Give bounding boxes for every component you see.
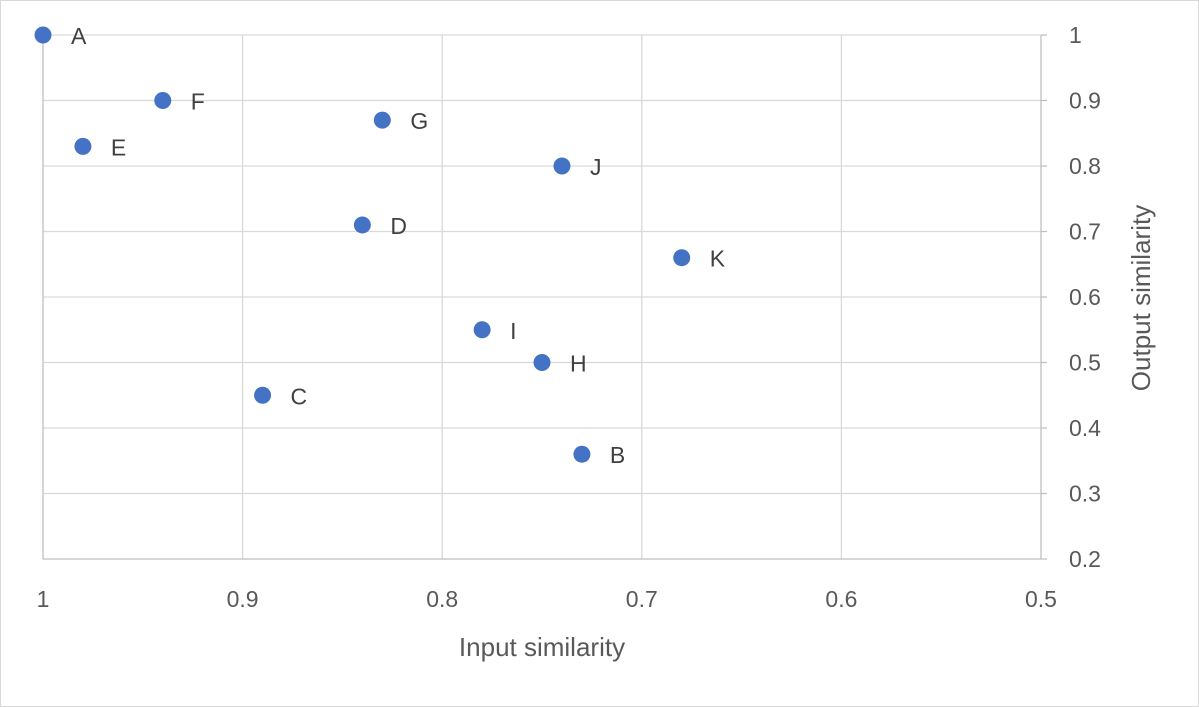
y-tick-label: 1 [1069,22,1082,48]
scatter-point-d [353,216,371,234]
scatter-point-e [74,137,92,155]
x-tick-label: 0.8 [426,586,458,612]
x-tick-label: 0.7 [626,586,658,612]
scatter-point-f [154,92,172,109]
y-tick-label: 0.3 [1069,481,1101,507]
point-label-i: I [510,318,516,344]
y-tick-label: 0.7 [1069,219,1101,245]
data-points: A B C D E F G H I J K [34,23,726,468]
point-label-a: A [71,23,87,49]
point-label-h: H [570,351,587,377]
x-tick-label: 0.6 [825,586,857,612]
point-label-e: E [111,134,126,160]
axes [42,34,1047,560]
y-tick-label: 0.5 [1069,350,1101,376]
scatter-point-g [373,111,391,129]
y-tick-label: 0.6 [1069,284,1101,310]
point-label-b: B [610,442,625,468]
point-label-c: C [291,383,308,409]
point-label-d: D [390,213,407,239]
scatter-point-c [254,386,272,404]
y-tick-label: 0.2 [1069,546,1101,572]
scatter-point-a [34,26,52,44]
x-tick-label: 0.9 [227,586,259,612]
x-tick-label: 1 [37,586,50,612]
point-label-k: K [710,246,726,272]
tick-labels: 1 0.9 0.8 0.7 0.6 0.5 0.4 0.3 0.2 1 0.9 0.8 0.7 0.6 0.… [37,22,1102,612]
scatter-point-b [573,445,591,463]
scatter-point-i [473,321,491,339]
y-tick-label: 0.9 [1069,88,1101,114]
point-label-g: G [410,108,428,134]
y-tick-label: 0.8 [1069,153,1101,179]
x-tick-label: 0.5 [1025,586,1057,612]
scatter-point-j [553,157,571,175]
point-label-f: F [191,89,205,115]
y-tick-label: 0.4 [1069,415,1101,441]
x-axis-title: Input similarity [459,632,625,662]
point-label-j: J [590,154,602,180]
y-axis-title: Output similarity [1126,205,1156,391]
scatter-point-k [673,249,691,267]
scatter-point-h [533,354,551,371]
